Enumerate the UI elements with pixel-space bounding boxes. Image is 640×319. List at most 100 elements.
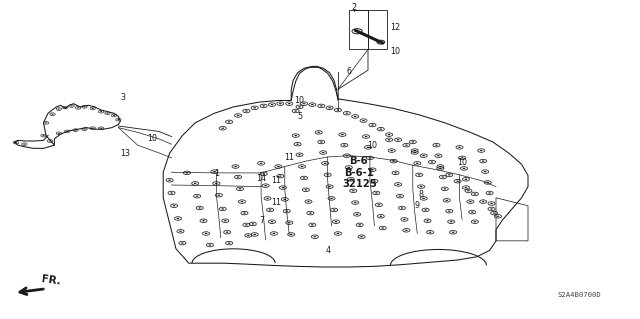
Circle shape [282,187,284,188]
Circle shape [444,188,446,189]
Circle shape [471,211,474,213]
Circle shape [375,192,378,194]
Circle shape [420,186,422,187]
Circle shape [42,135,45,136]
Circle shape [194,183,196,184]
Circle shape [307,201,310,202]
Circle shape [196,196,198,197]
Text: 10: 10 [147,134,157,143]
Circle shape [23,144,26,145]
Circle shape [253,234,256,235]
Circle shape [100,111,102,112]
Circle shape [392,160,395,162]
Circle shape [234,166,237,167]
Circle shape [442,176,444,178]
Circle shape [168,180,171,181]
Circle shape [273,233,275,234]
Circle shape [390,150,393,151]
Circle shape [305,189,307,190]
Circle shape [106,113,109,114]
Circle shape [170,192,173,194]
Circle shape [371,169,374,170]
Circle shape [279,175,282,177]
Circle shape [100,128,102,129]
Circle shape [497,216,499,217]
Circle shape [205,233,207,234]
Circle shape [422,198,425,199]
Text: 4: 4 [326,246,331,255]
Circle shape [303,177,305,179]
Text: 12: 12 [390,23,401,32]
Circle shape [348,167,350,168]
Text: 9: 9 [415,201,420,210]
Circle shape [264,185,267,186]
Text: 10: 10 [294,96,305,105]
Text: 32125: 32125 [342,179,377,189]
Circle shape [358,224,361,226]
Circle shape [465,179,467,180]
Circle shape [431,161,433,163]
Circle shape [215,183,218,184]
Circle shape [413,150,416,151]
Circle shape [228,121,230,122]
Circle shape [463,168,465,169]
Circle shape [450,221,452,222]
Text: S2A4B0700D: S2A4B0700D [558,292,602,298]
Circle shape [403,219,406,220]
Circle shape [493,212,495,214]
Circle shape [320,105,323,107]
Circle shape [412,141,414,143]
Circle shape [285,211,288,212]
Circle shape [328,186,331,187]
Circle shape [380,216,382,217]
Text: 10: 10 [390,47,401,56]
Circle shape [401,207,403,209]
Circle shape [58,133,60,134]
Circle shape [369,157,371,159]
Circle shape [221,128,224,129]
Circle shape [399,196,401,197]
Circle shape [243,212,246,214]
Circle shape [474,221,476,222]
Text: 1: 1 [214,169,219,178]
Circle shape [186,172,188,174]
Circle shape [179,231,182,232]
Circle shape [83,106,86,108]
Circle shape [279,103,282,104]
Circle shape [365,136,367,137]
Text: 7: 7 [260,216,265,225]
Text: 2: 2 [351,4,356,12]
Circle shape [221,208,224,210]
Circle shape [445,200,448,201]
Circle shape [413,152,416,153]
Circle shape [437,155,440,156]
Circle shape [354,116,356,117]
Circle shape [488,192,491,194]
Text: B-6-1: B-6-1 [344,168,374,178]
Circle shape [266,198,269,199]
Circle shape [294,135,297,136]
Text: 11: 11 [271,176,282,185]
Circle shape [474,193,476,195]
Circle shape [337,109,339,111]
Circle shape [343,145,346,146]
Circle shape [367,147,369,148]
Circle shape [317,132,320,133]
Circle shape [397,139,399,140]
Circle shape [177,218,179,219]
Circle shape [301,166,303,167]
Text: 14: 14 [256,174,266,183]
Circle shape [253,107,256,108]
Circle shape [303,103,305,104]
Circle shape [371,124,374,126]
Circle shape [484,171,486,172]
Circle shape [349,179,352,180]
Circle shape [277,166,280,167]
Text: B-6: B-6 [349,156,367,166]
Circle shape [260,163,262,164]
Circle shape [328,107,331,108]
Circle shape [490,208,493,210]
Circle shape [77,107,79,108]
Circle shape [239,188,241,189]
Circle shape [333,209,335,211]
